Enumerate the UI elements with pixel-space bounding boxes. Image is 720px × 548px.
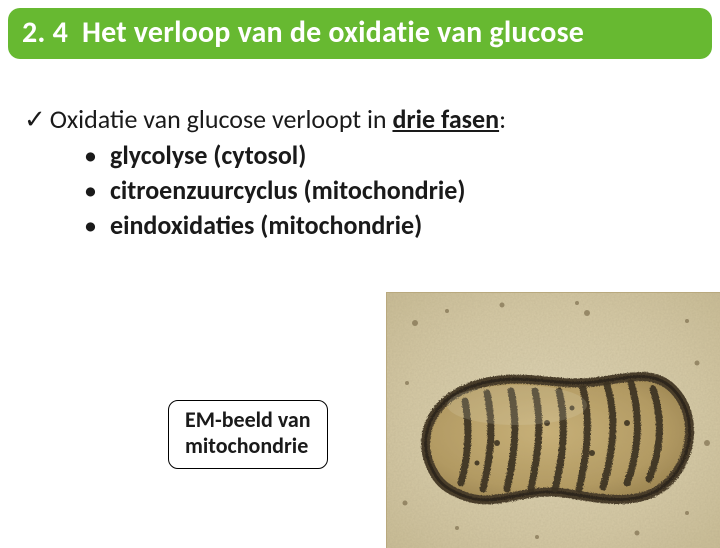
lead-prefix: Oxidatie van glucose verloopt in xyxy=(50,103,393,135)
bullet-label: citroenzuurcyclus (mitochondrie) xyxy=(110,174,465,206)
caption-line-2: mitochondrie xyxy=(185,433,311,459)
section-title: Het verloop van de oxidatie van glucose xyxy=(82,14,584,51)
caption-line-1: EM-beeld van xyxy=(185,407,311,433)
image-caption-box: EM-beeld van mitochondrie xyxy=(168,400,328,469)
list-item: •citroenzuurcyclus (mitochondrie) xyxy=(84,173,696,208)
lead-sentence: ✓Oxidatie van glucose verloopt in drie f… xyxy=(24,103,696,136)
list-item: •glycolyse (cytosol) xyxy=(84,138,696,173)
lead-suffix: : xyxy=(499,103,506,135)
bullet-label: glycolyse (cytosol) xyxy=(110,139,306,171)
bullet-list: •glycolyse (cytosol) •citroenzuurcyclus … xyxy=(24,138,696,243)
list-item: •eindoxidaties (mitochondrie) xyxy=(84,208,696,243)
lead-emphasis: drie fasen xyxy=(392,103,499,135)
section-title-text: 2. 4 Het verloop van de oxidatie van glu… xyxy=(22,14,698,51)
slide-body: ✓Oxidatie van glucose verloopt in drie f… xyxy=(0,59,720,243)
bullet-icon: • xyxy=(84,208,110,243)
bullet-icon: • xyxy=(84,138,110,173)
mitochondrion-svg xyxy=(387,293,720,548)
bullet-icon: • xyxy=(84,173,110,208)
section-title-bar: 2. 4 Het verloop van de oxidatie van glu… xyxy=(8,8,712,59)
bullet-label: eindoxidaties (mitochondrie) xyxy=(110,209,422,241)
section-number: 2. 4 xyxy=(22,14,68,51)
mitochondrion-em-image xyxy=(386,292,720,548)
check-icon: ✓ xyxy=(24,103,46,136)
